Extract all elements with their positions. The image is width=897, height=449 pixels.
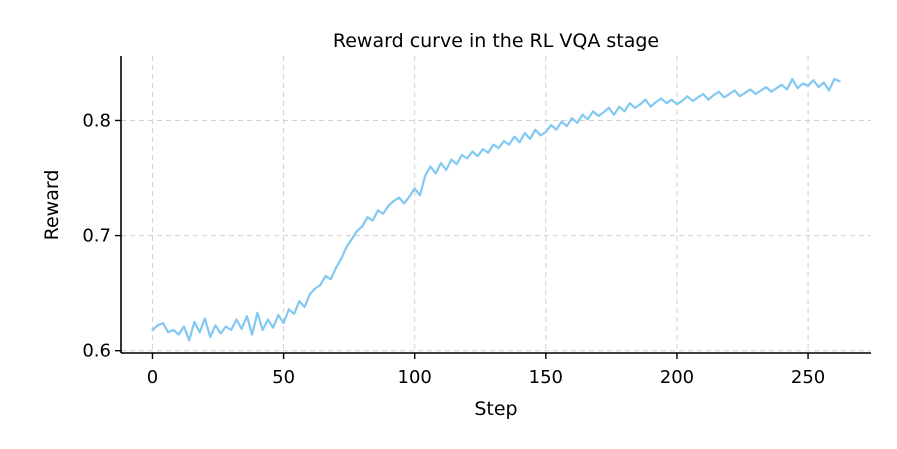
y-tick-label-2: 0.8	[82, 110, 111, 131]
x-tick-label-4: 200	[660, 367, 694, 388]
x-tick-label-5: 250	[791, 367, 825, 388]
y-axis-label: Reward	[41, 170, 63, 241]
axes-layer	[120, 56, 871, 354]
x-axis-label: Step	[474, 398, 517, 420]
chart-title: Reward curve in the RL VQA stage	[333, 30, 659, 52]
x-tick-label-3: 150	[529, 367, 563, 388]
reward-series-line	[151, 77, 841, 342]
x-tick-label-1: 50	[272, 367, 295, 388]
x-tick-label-0: 0	[147, 367, 158, 388]
series-layer	[151, 77, 841, 342]
y-tick-label-1: 0.7	[82, 226, 111, 247]
y-tick-label-0: 0.6	[82, 341, 111, 362]
ticks-layer: 0 50 100 150 200 250 0.6 0.7 0.8	[82, 110, 825, 388]
grid-layer	[121, 56, 871, 353]
x-tick-label-2: 100	[398, 367, 432, 388]
